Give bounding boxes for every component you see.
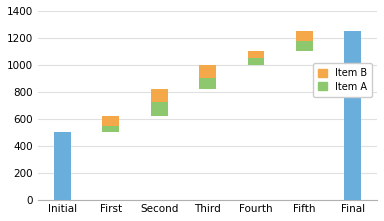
Bar: [248, 58, 265, 65]
Legend: Item B, Item A: Item B, Item A: [313, 63, 372, 97]
Bar: [102, 126, 119, 132]
Bar: [54, 132, 71, 200]
Bar: [151, 89, 167, 102]
Bar: [102, 116, 119, 126]
Bar: [151, 102, 167, 116]
Bar: [296, 41, 313, 51]
Bar: [199, 78, 216, 89]
Bar: [296, 31, 313, 41]
Bar: [248, 51, 265, 58]
Bar: [344, 31, 361, 200]
Bar: [199, 65, 216, 78]
